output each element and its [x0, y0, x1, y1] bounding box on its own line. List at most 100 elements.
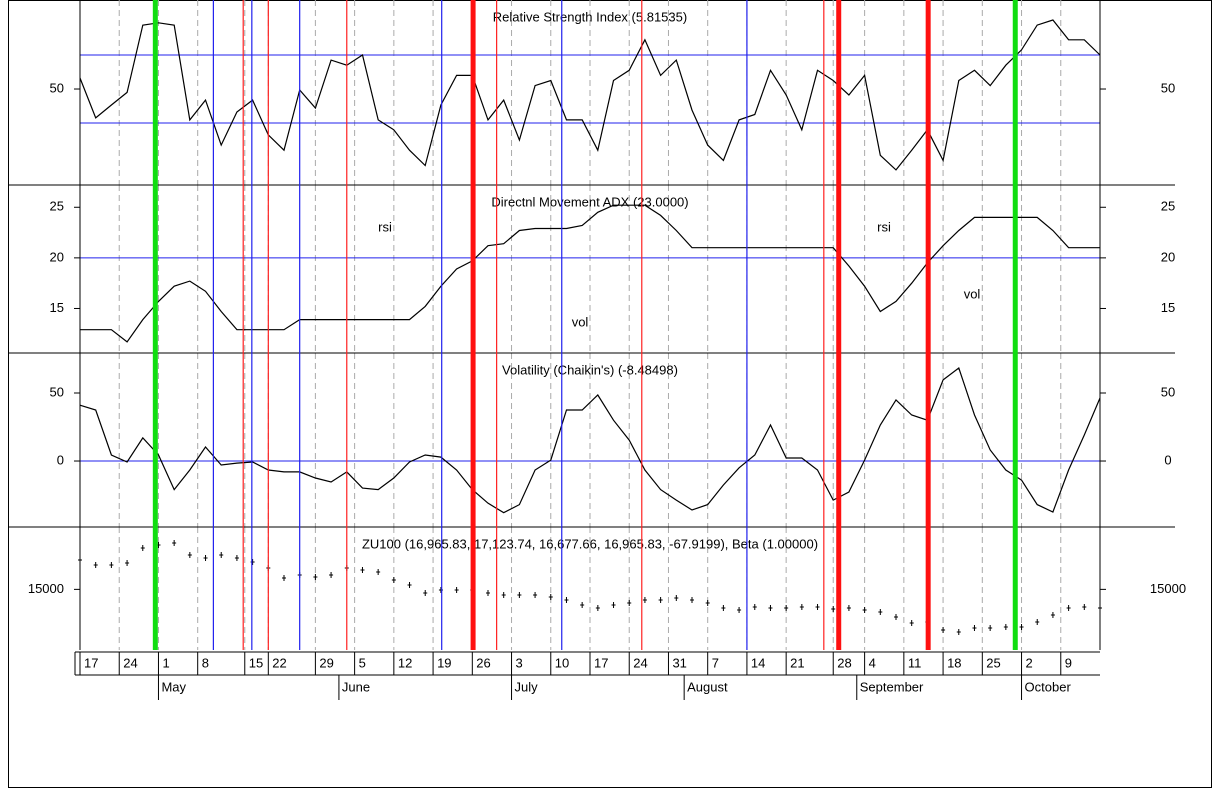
month-label: May	[161, 679, 186, 694]
price-tick	[454, 586, 459, 593]
x-tick-label: 17	[594, 655, 608, 670]
price-tick	[234, 554, 239, 561]
x-tick-label: 19	[437, 655, 451, 670]
price-tick	[486, 590, 490, 597]
y-tick-label: 50	[50, 384, 64, 399]
price-tick	[705, 600, 710, 606]
y-tick-label: 20	[50, 249, 64, 264]
month-label: June	[342, 679, 370, 694]
price-tick	[846, 604, 851, 611]
price-tick	[580, 601, 585, 608]
x-tick-label: 10	[555, 655, 569, 670]
x-tick-label: 9	[1065, 655, 1072, 670]
price-tick	[690, 597, 694, 604]
price-tick	[815, 604, 820, 611]
price-tick	[752, 604, 757, 611]
price-tick	[1082, 604, 1087, 611]
x-tick-label: 7	[712, 655, 719, 670]
x-tick-label: 12	[398, 655, 412, 670]
price-tick	[941, 626, 946, 633]
price-tick	[627, 600, 632, 606]
panel-title: ZU100 (16,965.83, 17,123.74, 16,677.66, …	[362, 536, 818, 551]
price-tick	[282, 575, 286, 582]
price-tick	[187, 551, 192, 558]
price-tick	[768, 604, 773, 611]
price-tick	[1035, 618, 1040, 625]
x-tick-label: 17	[84, 655, 98, 670]
annotation: rsi	[877, 219, 891, 234]
annotation: vol	[964, 286, 981, 301]
x-tick-label: 28	[837, 655, 851, 670]
line	[79, 367, 1101, 514]
price-tick	[533, 591, 538, 598]
annotation: rsi	[378, 219, 392, 234]
price-tick	[93, 561, 98, 568]
price-tick	[140, 544, 145, 551]
annotation: vol	[572, 314, 589, 329]
price-tick	[501, 591, 506, 598]
price-tick	[564, 597, 569, 604]
x-tick-label: 8	[202, 655, 209, 670]
price-tick	[674, 594, 679, 601]
x-tick-label: 21	[790, 655, 804, 670]
y-tick-label: 50	[50, 80, 64, 95]
x-tick-label: 11	[908, 655, 922, 670]
price-tick	[391, 576, 396, 583]
y2-tick-label: 15000	[1150, 581, 1186, 596]
price-tick	[642, 597, 647, 604]
x-tick-label: 29	[319, 655, 333, 670]
y-tick-label: 25	[50, 199, 64, 214]
frame	[8, 0, 1212, 788]
price-tick	[956, 628, 961, 635]
price-tick	[658, 597, 663, 604]
x-tick-label: 5	[359, 655, 366, 670]
price-tick	[438, 586, 443, 593]
x-tick-label: 31	[672, 655, 686, 670]
y-tick-label: 0	[57, 452, 64, 467]
x-tick-label: 22	[272, 655, 286, 670]
price-tick	[721, 604, 726, 611]
price-tick	[360, 566, 365, 573]
price-tick	[737, 606, 742, 613]
y2-tick-label: 0	[1164, 452, 1171, 467]
x-tick-label: 24	[123, 655, 137, 670]
price-tick	[125, 559, 130, 566]
y-tick-label: 15	[50, 300, 64, 315]
x-tick-label: 15	[249, 655, 263, 670]
price-tick	[862, 606, 867, 613]
price-tick	[517, 591, 522, 598]
price-tick	[1003, 623, 1008, 630]
x-tick-label: 2	[1026, 655, 1033, 670]
month-label: August	[687, 679, 728, 694]
x-tick-label: 1	[162, 655, 169, 670]
price-tick	[203, 554, 208, 561]
panel-title: Directnl Movement ADX (23.0000)	[491, 194, 688, 209]
price-tick	[109, 561, 114, 568]
panel-title: Volatility (Chaikin's) (-8.48498)	[502, 362, 678, 377]
y2-tick-label: 25	[1161, 199, 1175, 214]
x-tick-label: 18	[947, 655, 961, 670]
month-label: October	[1025, 679, 1072, 694]
price-tick	[548, 593, 553, 600]
price-tick	[407, 582, 412, 589]
price-tick	[423, 590, 428, 597]
price-tick	[878, 608, 883, 615]
price-tick	[611, 601, 616, 608]
month-label: September	[860, 679, 924, 694]
panel-title: Relative Strength Index (5.81535)	[493, 9, 687, 24]
price-tick	[1050, 611, 1055, 618]
y2-tick-label: 20	[1161, 249, 1175, 264]
x-tick-label: 26	[476, 655, 490, 670]
x-tick-label: 25	[986, 655, 1000, 670]
price-tick	[313, 573, 318, 580]
price-tick	[376, 568, 381, 575]
x-tick-label: 14	[751, 655, 765, 670]
price-tick	[1066, 604, 1071, 611]
price-tick	[250, 558, 255, 565]
price-tick	[799, 604, 804, 611]
price-tick	[894, 613, 898, 620]
x-tick-label: 4	[869, 655, 876, 670]
price-tick	[988, 624, 993, 631]
y2-tick-label: 15	[1161, 300, 1175, 315]
